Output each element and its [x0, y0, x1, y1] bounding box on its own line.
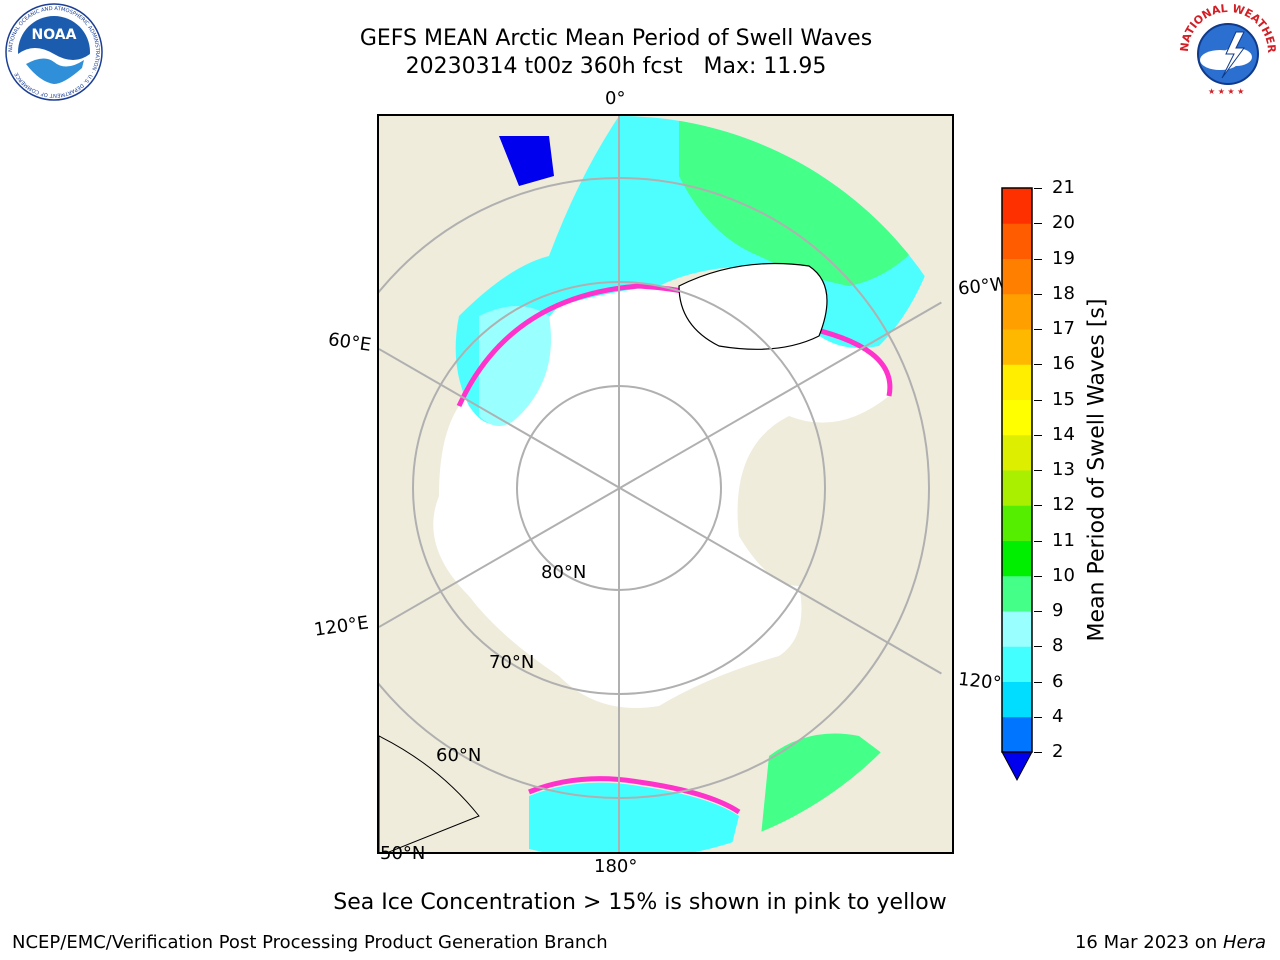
- colorbar-tick-mark: [1034, 470, 1042, 471]
- colorbar-title: Mean Period of Swell Waves [s]: [1084, 298, 1110, 642]
- polar-map: [377, 114, 954, 854]
- colorbar-segment: [1002, 258, 1032, 295]
- lat-label-70: 70°N: [489, 652, 535, 673]
- nws-logo: NATIONAL WEATHER SERVICE ★ ★ ★ ★: [1178, 2, 1278, 100]
- lon-label-60e: 60°E: [326, 329, 373, 356]
- colorbar-tick-mark: [1034, 646, 1042, 648]
- graticule: [379, 116, 952, 852]
- chart-subtitle: 20230314 t00z 360h fcst Max: 11.95: [405, 54, 827, 79]
- colorbar-tick-label: 8: [1052, 635, 1064, 657]
- colorbar-tick-label: 9: [1052, 600, 1064, 621]
- host-name: Hera: [1222, 932, 1266, 953]
- colorbar-tick-mark: [1034, 681, 1042, 683]
- colorbar-tick-mark: [1034, 505, 1042, 507]
- lat-label-50: 50°N: [380, 843, 426, 864]
- colorbar-tick-mark: [1034, 434, 1042, 436]
- lat-label-60: 60°N: [436, 745, 482, 766]
- colorbar-tick-label: 19: [1052, 247, 1075, 269]
- ice-edge-bering: [528, 776, 741, 815]
- colorbar-tick-mark: [1034, 575, 1042, 577]
- greenland: [678, 262, 828, 350]
- colorbar-segment: [1002, 329, 1032, 365]
- colorbar-segment: [1002, 399, 1032, 436]
- colorbar-tick-label: 10: [1052, 564, 1075, 586]
- colorbar-segment: [1002, 364, 1032, 400]
- colorbar-tick-mark: [1034, 329, 1042, 330]
- colorbar-tick-label: 17: [1052, 318, 1075, 339]
- colorbar-tick-mark: [1034, 752, 1042, 753]
- colorbar-tick-label: 13: [1052, 459, 1075, 480]
- colorbar-segment: [1002, 470, 1032, 506]
- colorbar-segment: [1002, 681, 1032, 718]
- colorbar-segment: [1002, 505, 1032, 541]
- colorbar-segment: [1002, 611, 1032, 647]
- colorbar-tick-mark: [1034, 223, 1042, 225]
- lon-label-0: 0°: [605, 88, 626, 109]
- colorbar-segment: [1002, 293, 1032, 330]
- lon-label-120e: 120°E: [312, 612, 370, 641]
- colorbar-tick-label: 6: [1052, 670, 1064, 692]
- colorbar-tick-mark: [1034, 258, 1042, 260]
- polar-map-canvas: [379, 116, 952, 852]
- land-kamchatka: [379, 735, 480, 852]
- colorbar-segment: [1002, 188, 1032, 224]
- colorbar-tick-mark: [1034, 716, 1042, 718]
- date-line: 16 Mar 2023 on Hera: [1075, 932, 1266, 953]
- colorbar-segment: [1002, 575, 1032, 612]
- colorbar-tick-label: 4: [1052, 705, 1064, 727]
- colorbar-tick-mark: [1034, 540, 1042, 542]
- noaa-logo-text: NOAA: [32, 27, 77, 43]
- colorbar-tick-label: 2: [1052, 741, 1064, 762]
- noaa-logo: NATIONAL OCEANIC AND ATMOSPHERIC ADMINIS…: [5, 3, 103, 101]
- chart-title: GEFS MEAN Arctic Mean Period of Swell Wa…: [359, 26, 873, 51]
- colorbar-segment: [1002, 646, 1032, 682]
- colorbar-tick-label: 16: [1052, 353, 1075, 375]
- credit-line: NCEP/EMC/Verification Post Processing Pr…: [12, 932, 608, 953]
- colorbar-segment: [1002, 540, 1032, 577]
- colorbar-segment: [1002, 223, 1032, 259]
- svg-text:★ ★ ★ ★: ★ ★ ★ ★: [1208, 87, 1244, 96]
- sea-ice-area: [433, 286, 890, 708]
- colorbar-tick-label: 21: [1052, 177, 1075, 198]
- ice-note: Sea Ice Concentration > 15% is shown in …: [333, 890, 947, 915]
- colorbar-tick-mark: [1034, 188, 1042, 189]
- lat-label-80: 80°N: [541, 562, 587, 583]
- colorbar-tick-mark: [1034, 399, 1042, 401]
- baltic-sea: [499, 136, 554, 186]
- colorbar-tick-label: 15: [1052, 388, 1075, 410]
- colorbar-segment: [1002, 716, 1032, 753]
- colorbar-tick-label: 12: [1052, 494, 1075, 516]
- lon-label-180: 180°: [594, 856, 638, 877]
- date-text: 16 Mar 2023 on: [1074, 932, 1223, 953]
- colorbar-segment: [1002, 434, 1032, 471]
- swell-field-bering: [529, 782, 739, 852]
- colorbar-tick-label: 11: [1052, 529, 1075, 551]
- colorbar-tick-mark: [1034, 293, 1042, 295]
- swell-field-barents: [479, 306, 551, 426]
- colorbar-tick-label: 20: [1052, 212, 1075, 234]
- colorbar-tick-mark: [1034, 364, 1042, 366]
- swell-field-gulf-alaska: [759, 733, 899, 852]
- colorbar: [1001, 187, 1033, 782]
- colorbar-tick-mark: [1034, 611, 1042, 612]
- colorbar-tick-label: 14: [1052, 423, 1075, 445]
- colorbar-tick-label: 18: [1052, 282, 1075, 304]
